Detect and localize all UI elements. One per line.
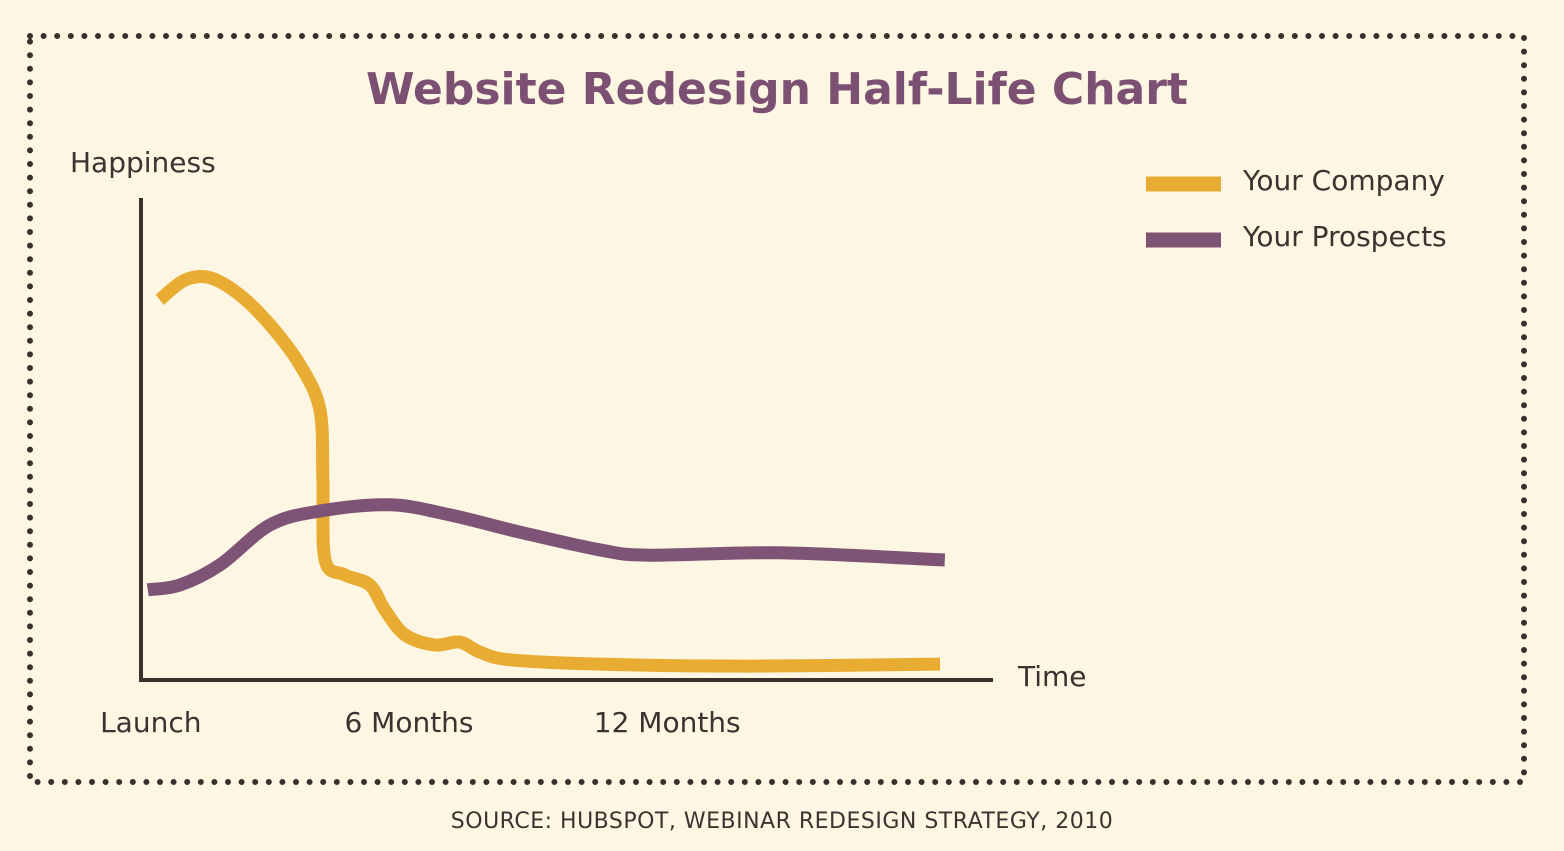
legend-label: Your Company <box>1242 164 1445 197</box>
y-axis-label: Happiness <box>70 146 216 179</box>
legend-label: Your Prospects <box>1242 220 1447 253</box>
source-note: SOURCE: HUBSPOT, WEBINAR REDESIGN STRATE… <box>451 809 1113 834</box>
x-tick-label: 6 Months <box>344 706 473 739</box>
x-tick-label: Launch <box>100 706 201 739</box>
dotted-frame <box>27 33 1527 785</box>
x-tick-label: 12 Months <box>594 706 741 739</box>
line-series <box>146 498 946 597</box>
chart-title: Website Redesign Half-Life Chart <box>366 64 1188 115</box>
x-axis-label: Time <box>1017 660 1087 693</box>
line-series <box>155 269 941 673</box>
